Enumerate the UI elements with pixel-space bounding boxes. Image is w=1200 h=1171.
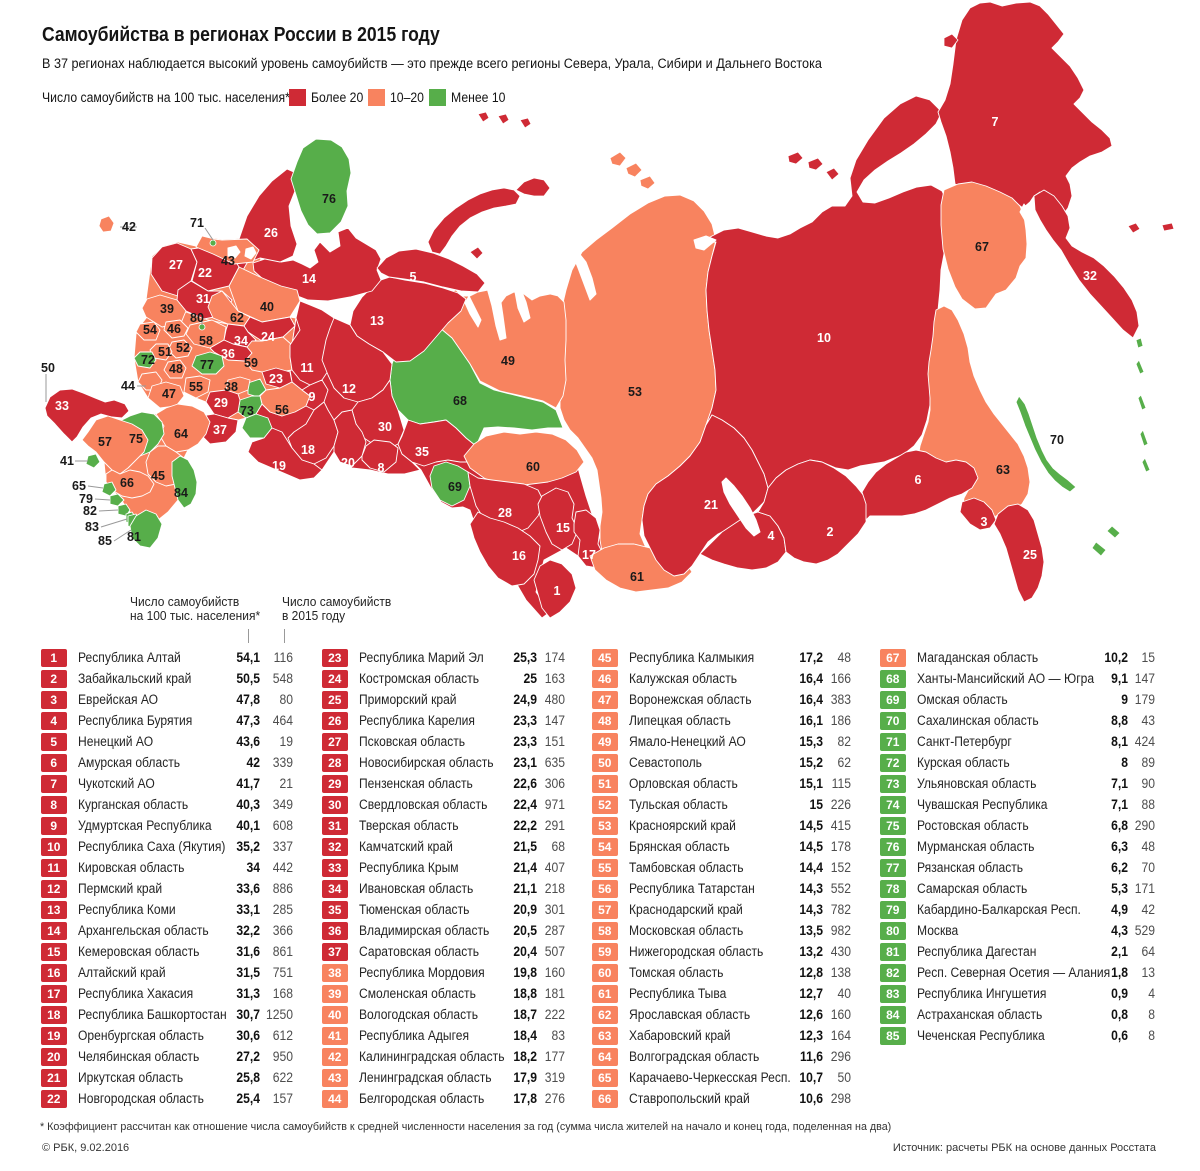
svg-text:76: 76 — [322, 192, 336, 206]
svg-text:25: 25 — [1023, 548, 1037, 562]
svg-text:7: 7 — [992, 115, 999, 129]
svg-text:51: 51 — [158, 345, 172, 359]
svg-text:68: 68 — [453, 394, 467, 408]
svg-text:10: 10 — [817, 331, 831, 345]
svg-text:44: 44 — [121, 379, 135, 393]
svg-text:71: 71 — [190, 216, 204, 230]
svg-text:30: 30 — [378, 420, 392, 434]
svg-text:23: 23 — [269, 372, 283, 386]
svg-text:81: 81 — [127, 530, 141, 544]
svg-text:69: 69 — [448, 480, 462, 494]
svg-text:24: 24 — [261, 330, 275, 344]
svg-text:73: 73 — [240, 404, 254, 418]
svg-text:41: 41 — [60, 454, 74, 468]
svg-text:70: 70 — [1050, 433, 1064, 447]
svg-text:15: 15 — [556, 521, 570, 535]
svg-text:28: 28 — [498, 506, 512, 520]
svg-text:8: 8 — [378, 461, 385, 475]
svg-text:37: 37 — [213, 423, 227, 437]
svg-text:66: 66 — [120, 476, 134, 490]
svg-text:49: 49 — [501, 354, 515, 368]
svg-text:16: 16 — [512, 549, 526, 563]
svg-text:33: 33 — [55, 399, 69, 413]
svg-text:84: 84 — [174, 486, 188, 500]
svg-text:53: 53 — [628, 385, 642, 399]
svg-text:56: 56 — [275, 403, 289, 417]
svg-text:2: 2 — [827, 525, 834, 539]
svg-text:35: 35 — [415, 445, 429, 459]
svg-text:42: 42 — [122, 220, 136, 234]
svg-text:29: 29 — [214, 396, 228, 410]
svg-text:11: 11 — [300, 361, 313, 375]
svg-text:26: 26 — [264, 226, 278, 240]
svg-text:57: 57 — [98, 435, 112, 449]
svg-text:14: 14 — [302, 272, 316, 286]
svg-text:72: 72 — [141, 353, 155, 367]
svg-text:65: 65 — [72, 479, 86, 493]
svg-text:45: 45 — [151, 469, 165, 483]
svg-text:5: 5 — [410, 270, 417, 284]
svg-text:59: 59 — [244, 356, 258, 370]
svg-text:79: 79 — [79, 492, 93, 506]
svg-text:27: 27 — [169, 258, 183, 272]
svg-text:62: 62 — [230, 311, 244, 325]
svg-text:47: 47 — [162, 387, 176, 401]
svg-text:18: 18 — [301, 443, 315, 457]
svg-text:6: 6 — [915, 473, 922, 487]
svg-text:50: 50 — [41, 361, 55, 375]
svg-text:13: 13 — [370, 314, 384, 328]
svg-text:63: 63 — [996, 463, 1010, 477]
svg-text:43: 43 — [221, 254, 235, 268]
svg-text:64: 64 — [174, 427, 188, 441]
svg-text:31: 31 — [196, 292, 210, 306]
svg-text:12: 12 — [342, 382, 356, 396]
svg-text:19: 19 — [272, 459, 286, 473]
svg-text:21: 21 — [704, 498, 718, 512]
svg-text:40: 40 — [260, 300, 274, 314]
svg-text:77: 77 — [200, 358, 214, 372]
svg-text:61: 61 — [630, 570, 644, 584]
svg-text:83: 83 — [85, 520, 99, 534]
svg-text:20: 20 — [341, 456, 355, 470]
svg-text:67: 67 — [975, 240, 989, 254]
svg-text:85: 85 — [98, 534, 112, 548]
svg-text:34: 34 — [234, 334, 248, 348]
svg-text:52: 52 — [176, 341, 190, 355]
svg-text:39: 39 — [160, 302, 174, 316]
svg-text:54: 54 — [143, 323, 157, 337]
svg-text:58: 58 — [199, 334, 213, 348]
svg-text:36: 36 — [221, 347, 235, 361]
svg-text:17: 17 — [582, 548, 596, 562]
svg-text:1: 1 — [554, 584, 561, 598]
svg-text:82: 82 — [83, 504, 97, 518]
svg-text:60: 60 — [526, 460, 540, 474]
svg-text:38: 38 — [224, 380, 238, 394]
svg-text:80: 80 — [190, 311, 204, 325]
svg-text:9: 9 — [309, 390, 316, 404]
svg-text:48: 48 — [169, 362, 183, 376]
svg-text:3: 3 — [981, 515, 988, 529]
svg-text:46: 46 — [167, 322, 181, 336]
svg-text:55: 55 — [189, 380, 203, 394]
svg-text:22: 22 — [198, 266, 212, 280]
svg-text:4: 4 — [768, 529, 775, 543]
svg-text:32: 32 — [1083, 269, 1097, 283]
svg-text:75: 75 — [129, 432, 143, 446]
